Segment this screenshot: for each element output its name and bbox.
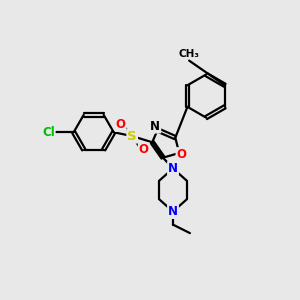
Text: O: O xyxy=(116,118,126,131)
Text: O: O xyxy=(176,148,187,161)
Text: O: O xyxy=(139,143,149,157)
Text: CH₃: CH₃ xyxy=(179,50,200,59)
Text: S: S xyxy=(128,130,137,142)
Text: N: N xyxy=(168,205,178,218)
Text: N: N xyxy=(150,120,160,133)
Text: N: N xyxy=(168,162,178,175)
Text: Cl: Cl xyxy=(42,126,55,139)
